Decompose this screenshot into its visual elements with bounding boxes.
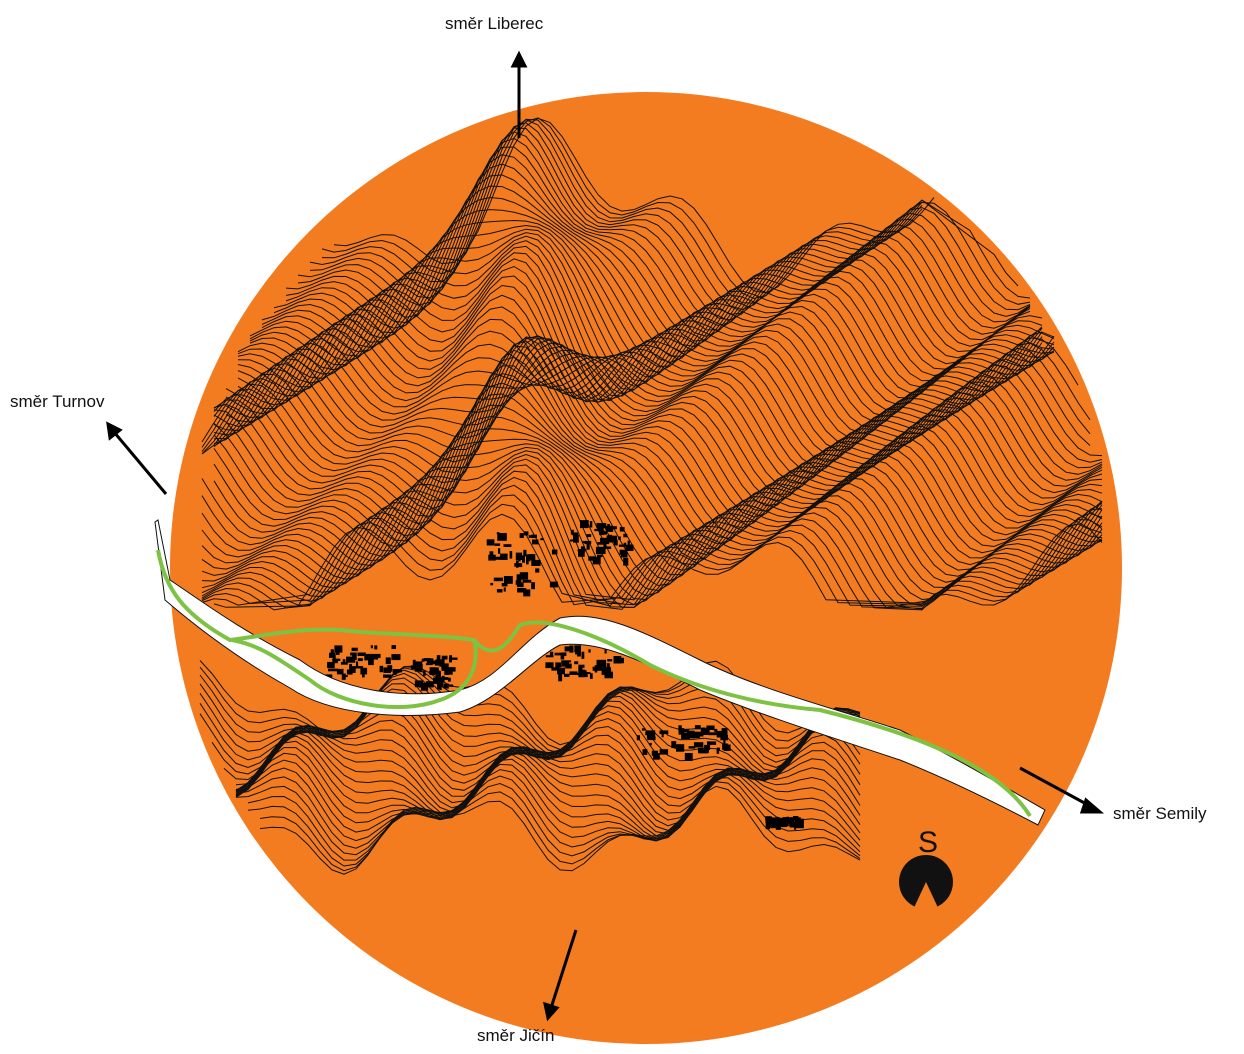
green-path — [156, 549, 1032, 818]
direction-label-jicin: směr Jičín — [477, 1026, 555, 1045]
north-letter: S — [918, 826, 939, 859]
arrow-turnov — [112, 431, 168, 495]
arrow-jicin-head-icon — [542, 1001, 560, 1022]
direction-arrows — [106, 50, 1105, 1022]
arrow-liberec-head-icon — [510, 50, 528, 68]
arrow-semily — [1019, 766, 1091, 808]
contour-lines — [199, 117, 1103, 875]
direction-label-liberec: směr Liberec — [445, 14, 544, 33]
arrow-jicin — [549, 929, 578, 1009]
arrow-turnov-head-icon — [106, 421, 123, 441]
north-arrow-icon — [899, 855, 953, 912]
direction-label-semily: směr Semily — [1113, 804, 1207, 823]
arrow-semily-head-icon — [1079, 797, 1105, 814]
direction-label-turnov: směr Turnov — [10, 392, 105, 411]
buildings — [325, 520, 804, 830]
